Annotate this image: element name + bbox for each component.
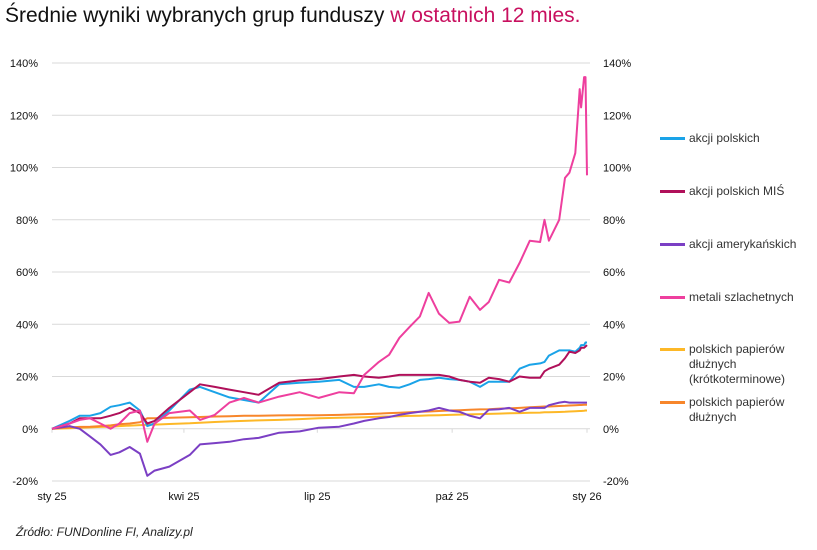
legend-label: metali szlachetnych <box>689 290 794 304</box>
legend-label: polskich papierów dłużnych <box>689 395 785 424</box>
y-tick-label-right: 20% <box>603 372 625 384</box>
series-line-4 <box>51 76 588 443</box>
x-tick-label: lip 25 <box>304 491 330 503</box>
y-tick-label-right: 0% <box>603 424 619 436</box>
legend-label: akcji polskich <box>689 131 760 145</box>
y-tick-label-left: 40% <box>16 319 38 331</box>
legend-label: akcji amerykańskich <box>689 237 797 251</box>
y-tick-label-right: 60% <box>603 267 625 279</box>
legend-swatch <box>660 243 685 246</box>
y-tick-label-left: 80% <box>16 215 38 227</box>
legend-swatch <box>660 296 685 299</box>
y-tick-label-left: 0% <box>22 424 38 436</box>
y-tick-label-left: 20% <box>16 372 38 384</box>
y-tick-label-left: 60% <box>16 267 38 279</box>
legend-item: akcji polskich <box>660 131 760 146</box>
legend-label: polskich papierów dłużnych (krótkoterminow… <box>689 342 786 386</box>
legend-swatch <box>660 190 685 193</box>
x-tick-label: sty 25 <box>37 491 66 503</box>
legend-item: akcji amerykańskich <box>660 237 796 252</box>
y-tick-label-right: 40% <box>603 319 625 331</box>
legend-label: akcji polskich MIŚ <box>689 184 785 198</box>
y-tick-label-left: -20% <box>12 476 38 488</box>
y-tick-label-right: 100% <box>603 163 631 175</box>
title-highlight: w ostatnich 12 mies. <box>390 4 581 27</box>
source-note: Źródło: FUNDonline FI, Analizy.pl <box>16 525 193 539</box>
y-tick-label-left: 100% <box>10 163 38 175</box>
y-tick-label-right: 80% <box>603 215 625 227</box>
legend-item: akcji polskich MIŚ <box>660 184 784 199</box>
y-tick-label-right: 140% <box>603 58 631 70</box>
title-main: Średnie wyniki wybranych grup funduszy <box>5 4 385 27</box>
y-tick-label-right: 120% <box>603 110 631 122</box>
series-line-3 <box>51 400 587 477</box>
legend-swatch <box>660 348 685 351</box>
y-tick-label-left: 140% <box>10 58 38 70</box>
x-tick-label: paź 25 <box>436 491 469 503</box>
legend-item: metali szlachetnych <box>660 290 794 305</box>
series-line-2 <box>51 344 588 430</box>
legend-item: polskich papierów dłużnych (krótkoterminow… <box>660 342 785 387</box>
y-tick-label-right: -20% <box>603 476 629 488</box>
legend-swatch <box>660 137 685 140</box>
chart-title: Średnie wyniki wybranych grup funduszy w… <box>5 4 580 28</box>
legend-swatch <box>660 401 685 404</box>
x-tick-label: sty 26 <box>572 491 601 503</box>
legend-item: polskich papierów dłużnych <box>660 395 784 425</box>
x-tick-label: kwi 25 <box>168 491 199 503</box>
y-tick-label-left: 120% <box>10 110 38 122</box>
